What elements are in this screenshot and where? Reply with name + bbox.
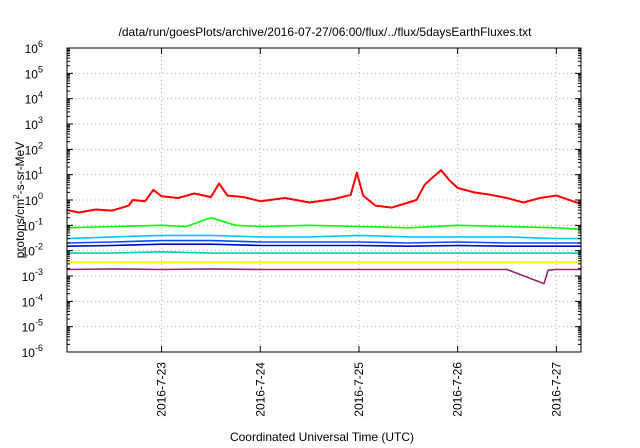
- y-tick-label: 100: [25, 191, 43, 208]
- y-tick-label: 10-4: [22, 292, 43, 309]
- y-tick-label: 10-3: [22, 267, 43, 284]
- y-tick-label: 102: [25, 140, 43, 157]
- y-tick-label: 104: [25, 90, 43, 107]
- y-tick-label: 10-1: [22, 216, 43, 233]
- series-line-5: [67, 251, 581, 254]
- series-line-1: [66, 216, 582, 231]
- x-tick-label: 2016-7-25: [352, 362, 366, 417]
- axis-ticks: [67, 47, 581, 353]
- x-axis-label: Coordinated Universal Time (UTC): [230, 430, 414, 444]
- series-line-4: [66, 243, 581, 247]
- y-tick-label: 103: [25, 115, 43, 132]
- series-line-3: [66, 239, 581, 244]
- x-tick-label: 2016-7-26: [451, 362, 465, 417]
- series-line-2: [66, 234, 581, 240]
- chart-title: /data/run/goesPlots/archive/2016-07-27/0…: [119, 25, 533, 39]
- y-tick-labels: 10-6 10-5 10-4 10-3 10-2 10-1 100 101 102 103 104 1…: [22, 39, 43, 360]
- y-axis-label-sup: 2: [12, 194, 21, 199]
- y-tick-label: 10-5: [22, 318, 43, 335]
- y-axis-label: protons/cm2-s-sr-MeV: [12, 142, 27, 258]
- x-tick-label: 2016-7-23: [155, 362, 169, 417]
- x-tick-labels: 2016-7-23 2016-7-24 2016-7-25 2016-7-26 2016…: [155, 362, 564, 417]
- y-tick-label: 101: [25, 166, 43, 183]
- series-layer: [66, 169, 582, 285]
- series-line-7: [66, 268, 581, 285]
- x-tick-label: 2016-7-27: [549, 362, 563, 417]
- y-axis-label-suffix: -s-sr-MeV: [13, 142, 27, 195]
- y-tick-label: 10-2: [22, 242, 43, 259]
- y-tick-label: 106: [25, 39, 43, 56]
- series-line-0: [66, 169, 582, 214]
- x-tick-label: 2016-7-24: [253, 362, 267, 417]
- y-tick-label: 10-6: [22, 343, 43, 360]
- y-tick-label: 105: [25, 64, 43, 81]
- y-axis-label-prefix: protons/cm: [13, 199, 27, 258]
- grid-lines: [67, 48, 581, 352]
